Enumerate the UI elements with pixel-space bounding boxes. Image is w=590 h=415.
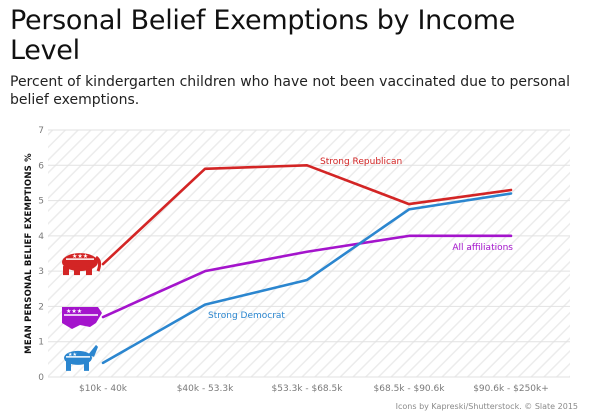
chart-subtitle: Percent of kindergarten children who hav… xyxy=(10,74,570,108)
series-line-strong-republican xyxy=(101,163,513,266)
series-line-all-affiliations xyxy=(101,234,513,319)
x-tick-label: $68.5k - $90.6k xyxy=(374,384,446,394)
svg-text:★★★: ★★★ xyxy=(72,253,88,260)
y-tick-label: 5 xyxy=(38,197,44,207)
y-tick-label: 1 xyxy=(38,338,44,348)
line-chart: 0 1 2 3 4 5 6 7 $10k - 40k $40k - 53.3k $53.3k - … xyxy=(24,126,570,394)
y-tick-label: 6 xyxy=(38,161,44,171)
series-label: Strong Democrat xyxy=(208,311,285,321)
x-tick-label: $40k - 53.3k xyxy=(177,384,234,394)
svg-text:★★★: ★★★ xyxy=(66,308,82,315)
credit-text: Icons by Kapreski/Shutterstock. © Slate … xyxy=(395,402,578,411)
x-tick-label: $10k - 40k xyxy=(79,384,128,394)
elephant-flag-icon: ★★★ xyxy=(62,253,102,276)
series-line-strong-democrat xyxy=(101,192,513,365)
y-tick-label: 4 xyxy=(38,232,44,242)
series-label: All affiliations xyxy=(452,243,513,253)
chart-title: Personal Belief Exemptions by Income Lev… xyxy=(10,5,516,66)
y-tick-label: 3 xyxy=(38,267,44,277)
donkey-flag-icon: ★★ xyxy=(64,344,98,371)
plot-area xyxy=(48,130,570,377)
series-label: Strong Republican xyxy=(320,157,402,167)
y-axis-label: MEAN PERSONAL BELIEF EXEMPTIONS % xyxy=(24,153,34,354)
y-tick-label: 2 xyxy=(38,302,44,312)
usa-map-flag-icon: ★★★ xyxy=(62,307,102,330)
y-tick-label: 0 xyxy=(38,373,44,383)
x-tick-label: $90.6k - $250k+ xyxy=(473,384,549,394)
svg-text:★★: ★★ xyxy=(68,352,77,358)
x-tick-label: $53.3k - $68.5k xyxy=(272,384,344,394)
y-tick-label: 7 xyxy=(38,126,44,136)
